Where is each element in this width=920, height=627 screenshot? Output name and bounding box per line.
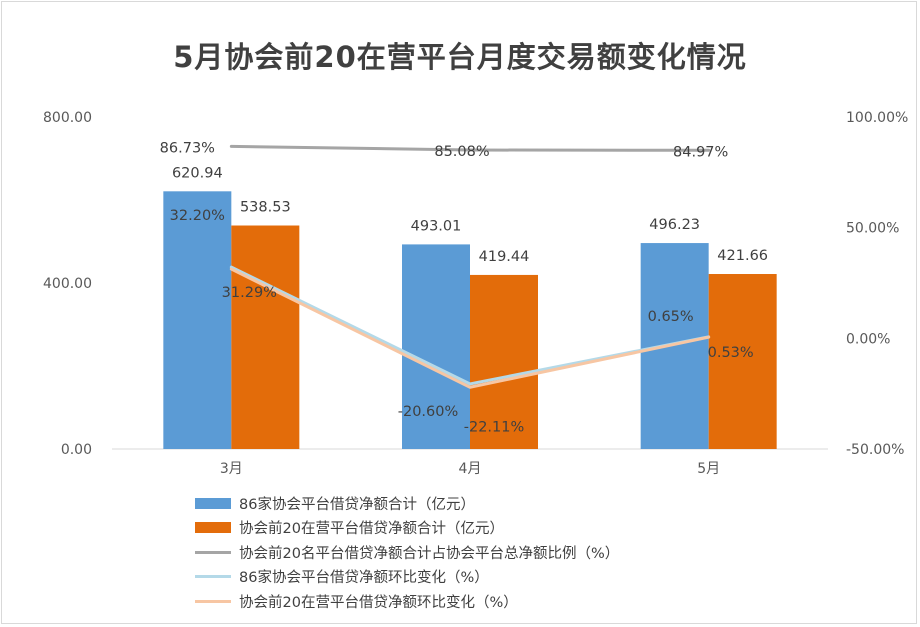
legend-item: 协会前20名平台借贷净额合计占协会平台总净额比例（%）	[195, 540, 755, 565]
y-right-tick-label: -50.00%	[846, 442, 904, 458]
bar-data-label: 419.44	[479, 249, 530, 265]
series-line	[229, 267, 711, 389]
bar-data-label: 493.01	[411, 218, 462, 234]
bar-data-label: 538.53	[240, 200, 291, 216]
line-data-label: 0.53%	[708, 345, 754, 361]
bar-data-label: 421.66	[717, 248, 768, 264]
x-tick-label: 5月	[697, 461, 720, 477]
chart-legend: 86家协会平台借贷净额合计（亿元） 协会前20在营平台借贷净额合计（亿元） 协会前2…	[195, 491, 755, 614]
bar	[163, 191, 232, 449]
line-data-label: 86.73%	[160, 140, 215, 156]
bar-data-label: 496.23	[649, 217, 700, 233]
y-left-tick-label: 800.00	[43, 110, 92, 126]
bar	[470, 274, 538, 449]
bar	[640, 243, 709, 449]
x-tick-label: 3月	[220, 461, 243, 477]
legend-swatch	[195, 550, 231, 554]
legend-swatch	[195, 599, 231, 603]
legend-label: 协会前20在营平台借贷净额合计（亿元）	[239, 521, 504, 538]
legend-label: 86家协会平台借贷净额合计（亿元）	[239, 496, 475, 513]
legend-item: 协会前20在营平台借贷净额环比变化（%）	[195, 589, 755, 614]
bar	[402, 244, 470, 449]
line-data-label: 84.97%	[673, 144, 728, 160]
bar	[708, 274, 777, 449]
legend-item: 86家协会平台借贷净额环比变化（%）	[195, 565, 755, 590]
line-data-label: -22.11%	[464, 419, 525, 435]
line-data-label: 32.20%	[170, 208, 225, 224]
series-line	[229, 144, 711, 152]
legend-label: 协会前20名平台借贷净额合计占协会平台总净额比例（%）	[239, 545, 620, 562]
legend-item: 协会前20在营平台借贷净额合计（亿元）	[195, 516, 755, 541]
chart-title: 5月协会前20在营平台月度交易额变化情况	[173, 40, 747, 74]
bar-data-label: 620.94	[172, 165, 223, 181]
line-data-label: -20.60%	[398, 404, 459, 420]
legend-swatch	[195, 575, 231, 579]
bar	[231, 225, 300, 449]
y-left-tick-label: 400.00	[43, 276, 92, 292]
line-data-label: 0.65%	[648, 309, 694, 325]
y-right-tick-label: 0.00%	[846, 331, 890, 347]
legend-label: 协会前20在营平台借贷净额环比变化（%）	[239, 594, 518, 611]
x-tick-label: 4月	[459, 461, 482, 477]
legend-item: 86家协会平台借贷净额合计（亿元）	[195, 491, 755, 516]
legend-swatch	[195, 497, 231, 509]
line-data-label: 31.29%	[222, 285, 277, 301]
legend-swatch	[195, 522, 231, 534]
line-data-label: 85.08%	[434, 144, 489, 160]
y-left-tick-label: 0.00	[61, 442, 92, 458]
y-right-tick-label: 50.00%	[846, 221, 899, 237]
legend-label: 86家协会平台借贷净额环比变化（%）	[239, 570, 489, 587]
y-right-tick-label: 100.00%	[846, 110, 908, 126]
